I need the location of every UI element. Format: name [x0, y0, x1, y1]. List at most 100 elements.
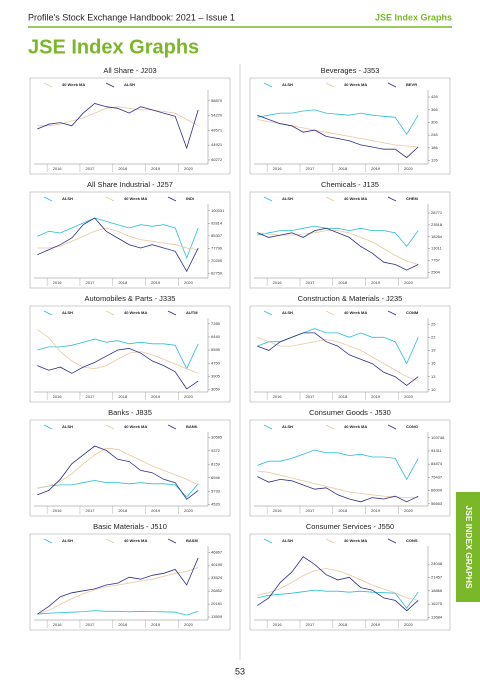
y-tick-label: 5595 [211, 347, 221, 352]
header-right: JSE Index Graphs [375, 12, 452, 22]
y-tick-label: 49571 [211, 127, 223, 132]
chart-frame [249, 305, 451, 403]
series-line [257, 336, 419, 382]
legend-label: ALSH [282, 82, 293, 87]
series-line [37, 217, 199, 260]
x-tick-label: 2016 [53, 508, 63, 513]
y-tick-label: 13 [431, 374, 436, 379]
x-tick-label: 2019 [151, 166, 161, 171]
x-tick-label: 2017 [86, 622, 96, 627]
y-tick-label: 4520 [211, 502, 221, 507]
series-line [37, 103, 199, 150]
y-tick-label: 13684 [431, 615, 443, 620]
x-tick-label: 2018 [338, 622, 348, 627]
legend-label: BEVR [406, 82, 417, 87]
y-tick-label: 3905 [211, 373, 221, 378]
y-tick-label: 6440 [211, 334, 221, 339]
legend-label: ALSH [62, 424, 73, 429]
y-tick-label: 40272 [211, 157, 223, 162]
y-tick-label: 5733 [211, 488, 221, 493]
y-tick-label: 18264 [431, 234, 443, 239]
series-line [257, 109, 419, 136]
legend-swatch [43, 424, 53, 430]
y-tick-label: 4750 [211, 360, 221, 365]
legend-swatch [387, 310, 397, 316]
chart-title: Beverages - J353 [321, 66, 380, 75]
legend-label: 40 Week MA [344, 424, 367, 429]
y-tick-label: 92814 [211, 220, 223, 225]
legend-label: 40 Week MA [344, 196, 367, 201]
series-line [37, 338, 199, 370]
chart-frame [29, 191, 231, 289]
legend-swatch [105, 82, 115, 88]
x-tick-label: 2019 [151, 394, 161, 399]
x-tick-label: 2017 [306, 394, 316, 399]
y-tick-label: 8159 [211, 461, 221, 466]
chart-title: Basic Materials - J510 [93, 522, 167, 531]
y-tick-label: 13011 [431, 246, 443, 251]
page-title: JSE Index Graphs [28, 36, 199, 58]
x-tick-label: 2016 [273, 394, 283, 399]
x-tick-label: 2016 [53, 166, 63, 171]
x-tick-label: 2020 [184, 166, 194, 171]
y-tick-label: 44921 [211, 142, 223, 147]
x-tick-label: 2016 [53, 394, 63, 399]
x-tick-label: 2019 [151, 280, 161, 285]
header-left: Profile's Stock Exchange Handbook: 2021 … [28, 12, 235, 22]
chart-title: Construction & Materials - J235 [298, 294, 403, 303]
chart-title: All Share - J203 [103, 66, 156, 75]
legend-label: 40 Week MA [124, 424, 147, 429]
x-tick-label: 2018 [338, 508, 348, 513]
legend-swatch [263, 196, 273, 202]
x-tick-label: 2019 [371, 622, 381, 627]
y-tick-label: 62750 [211, 270, 223, 275]
x-tick-label: 2016 [273, 166, 283, 171]
x-tick-label: 2020 [404, 394, 414, 399]
y-tick-label: 66000 [431, 488, 443, 493]
y-tick-label: 7757 [431, 258, 441, 263]
series-line [257, 225, 419, 248]
legend-swatch [263, 82, 273, 88]
legend-swatch [105, 424, 115, 430]
y-tick-label: 94311 [431, 448, 443, 453]
x-tick-label: 2016 [273, 622, 283, 627]
y-tick-label: 25 [431, 321, 436, 326]
chart-title: Consumer Goods - J530 [309, 408, 391, 417]
y-tick-label: 6946 [211, 475, 221, 480]
series-line [257, 227, 419, 271]
y-tick-label: 24048 [431, 561, 443, 566]
chart-frame [249, 419, 451, 517]
y-tick-label: 9372 [211, 448, 221, 453]
legend-swatch [167, 538, 177, 544]
legend-label: 40 Week MA [124, 538, 147, 543]
page-number: 53 [235, 666, 245, 676]
legend-label: ALSH [124, 82, 135, 87]
y-tick-label: 100331 [211, 208, 225, 213]
legend-label: BASM [186, 538, 198, 543]
x-tick-label: 2016 [273, 508, 283, 513]
legend-swatch [105, 196, 115, 202]
x-tick-label: 2016 [53, 622, 63, 627]
y-tick-label: 28771 [431, 210, 443, 215]
x-tick-label: 2019 [371, 394, 381, 399]
legend-label: INDI [186, 196, 194, 201]
chart-frame [29, 77, 231, 175]
x-tick-label: 2018 [118, 394, 128, 399]
y-tick-label: 426 [431, 94, 438, 99]
legend-label: CHEM [406, 196, 418, 201]
legend-swatch [387, 424, 397, 430]
series-line [37, 610, 199, 616]
y-tick-label: 33524 [211, 575, 223, 580]
legend-label: 40 Week MA [62, 82, 85, 87]
y-tick-label: 85307 [211, 233, 223, 238]
y-tick-label: 19 [431, 348, 436, 353]
y-tick-label: 306 [431, 119, 438, 124]
x-tick-label: 2017 [306, 166, 316, 171]
chart-frame [29, 533, 231, 631]
legend-label: CONG [406, 424, 418, 429]
y-tick-label: 84874 [431, 461, 443, 466]
y-tick-label: 13509 [211, 614, 223, 619]
side-tab [456, 492, 480, 602]
series-line [257, 589, 419, 609]
